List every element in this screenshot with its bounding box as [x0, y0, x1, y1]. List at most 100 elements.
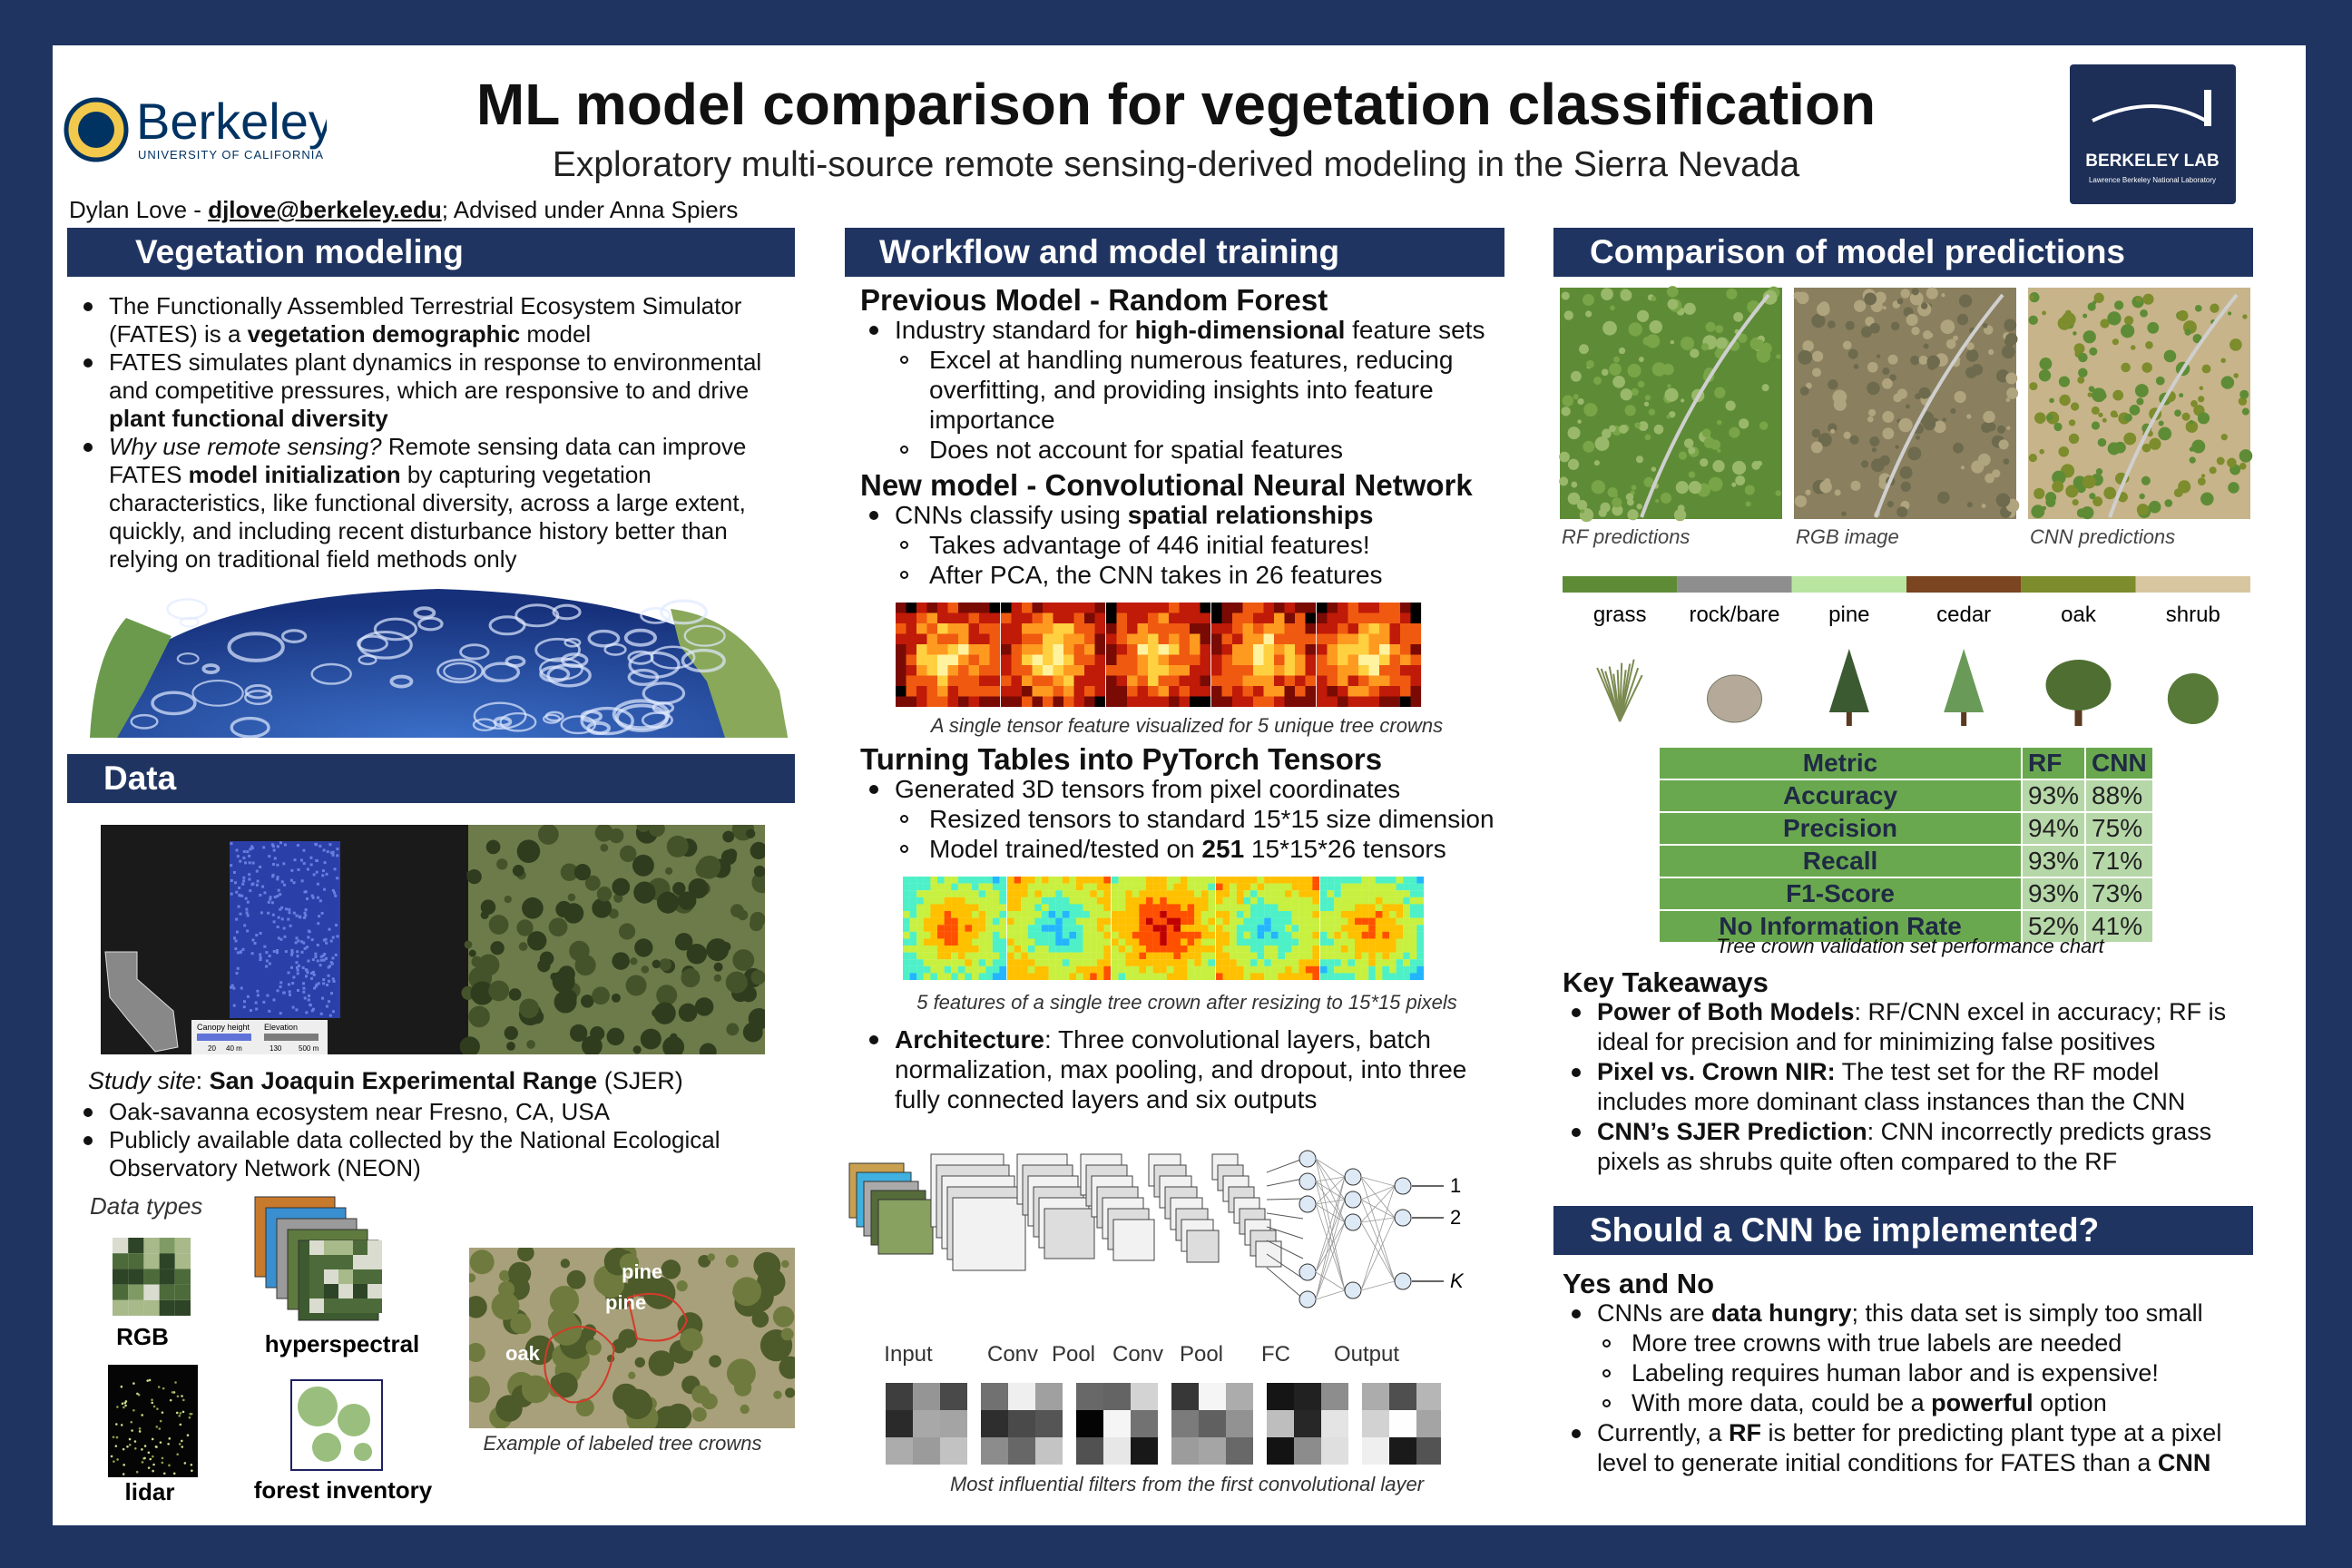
pixel [265, 965, 269, 968]
cell [1208, 931, 1216, 939]
pixel [253, 941, 257, 945]
texture [1613, 356, 1620, 363]
cell [1169, 686, 1180, 697]
swirl [499, 711, 537, 732]
cell [1250, 890, 1258, 897]
vegetation [707, 1253, 715, 1261]
lidar-point [151, 1437, 154, 1441]
filter-cell [1103, 1437, 1131, 1465]
cell [1048, 883, 1056, 891]
filter-cell [1294, 1437, 1321, 1465]
pixel [316, 882, 319, 886]
lidar-point [152, 1455, 154, 1458]
cell [999, 897, 1007, 905]
pixel [309, 976, 313, 980]
cell [1250, 877, 1258, 884]
cell [1014, 925, 1022, 932]
cell [1200, 644, 1211, 655]
cell [1112, 904, 1119, 912]
cell [1389, 904, 1396, 912]
texture [1610, 305, 1615, 311]
cell [1112, 965, 1119, 974]
filter-cell [886, 1437, 913, 1465]
icon-pixel [309, 1298, 324, 1313]
cell [1062, 917, 1070, 926]
texture [2092, 496, 2103, 507]
cell [1014, 973, 1022, 980]
cell [999, 911, 1007, 918]
texture [1869, 436, 1880, 446]
cell [1062, 952, 1070, 960]
cell [896, 654, 906, 666]
texture [1631, 387, 1639, 397]
cell [1083, 938, 1091, 946]
cell [1400, 603, 1411, 613]
cell [992, 938, 1000, 946]
connection [1266, 1240, 1304, 1259]
pixel [331, 956, 335, 960]
tree [537, 825, 559, 845]
cell [1270, 897, 1279, 905]
cell [1216, 931, 1223, 939]
cell [937, 911, 945, 918]
pixel [291, 1005, 295, 1009]
cell [1103, 883, 1112, 891]
cell [1382, 973, 1390, 980]
cell [1291, 938, 1299, 946]
connection [1315, 1271, 1346, 1291]
cell [1011, 696, 1023, 707]
tree [656, 985, 678, 1006]
cell [1389, 603, 1401, 613]
cell [923, 973, 931, 980]
pixel [270, 843, 274, 847]
cell [1169, 675, 1180, 687]
cell [1222, 877, 1230, 884]
cell [1152, 938, 1161, 946]
tree [652, 1008, 661, 1018]
texture [1867, 361, 1878, 373]
text-run: powerful [1931, 1389, 2034, 1416]
texture [2004, 332, 2018, 346]
cell [1146, 959, 1153, 966]
cell [937, 675, 948, 687]
cell [937, 883, 945, 891]
cell [1291, 946, 1299, 953]
texture [1627, 509, 1639, 521]
icon-pixel [353, 1284, 368, 1298]
bullet [900, 570, 908, 579]
tree [554, 990, 577, 1014]
cell [1409, 917, 1417, 926]
cell [916, 973, 924, 980]
lidar-point [126, 1445, 129, 1448]
texture [1561, 291, 1570, 300]
lidar-point [155, 1426, 159, 1428]
cell [947, 654, 959, 666]
lab-text: BERKELEY LAB [2085, 152, 2219, 171]
cell [1375, 904, 1383, 912]
vegetation [549, 1285, 580, 1316]
filter-cell [981, 1383, 1008, 1410]
cell [1034, 897, 1043, 905]
cell [1211, 633, 1222, 645]
vegetation [491, 1291, 520, 1320]
pixel [230, 842, 233, 846]
cell [1278, 904, 1286, 912]
cell [906, 675, 917, 687]
pixel [313, 986, 317, 990]
cell [926, 623, 938, 634]
cell [1021, 877, 1028, 884]
cell [1375, 925, 1383, 932]
texture [1886, 501, 1894, 508]
cell [1112, 917, 1119, 926]
texture [1670, 339, 1675, 345]
icon-pixel [174, 1253, 191, 1269]
cell [972, 938, 979, 946]
feature-map [952, 1197, 1026, 1271]
cell [951, 883, 958, 891]
cell [1410, 644, 1422, 655]
cell [1043, 665, 1054, 676]
cell [1284, 644, 1296, 655]
cell [1291, 904, 1299, 912]
pixel [295, 1008, 299, 1012]
pixel [298, 915, 301, 918]
